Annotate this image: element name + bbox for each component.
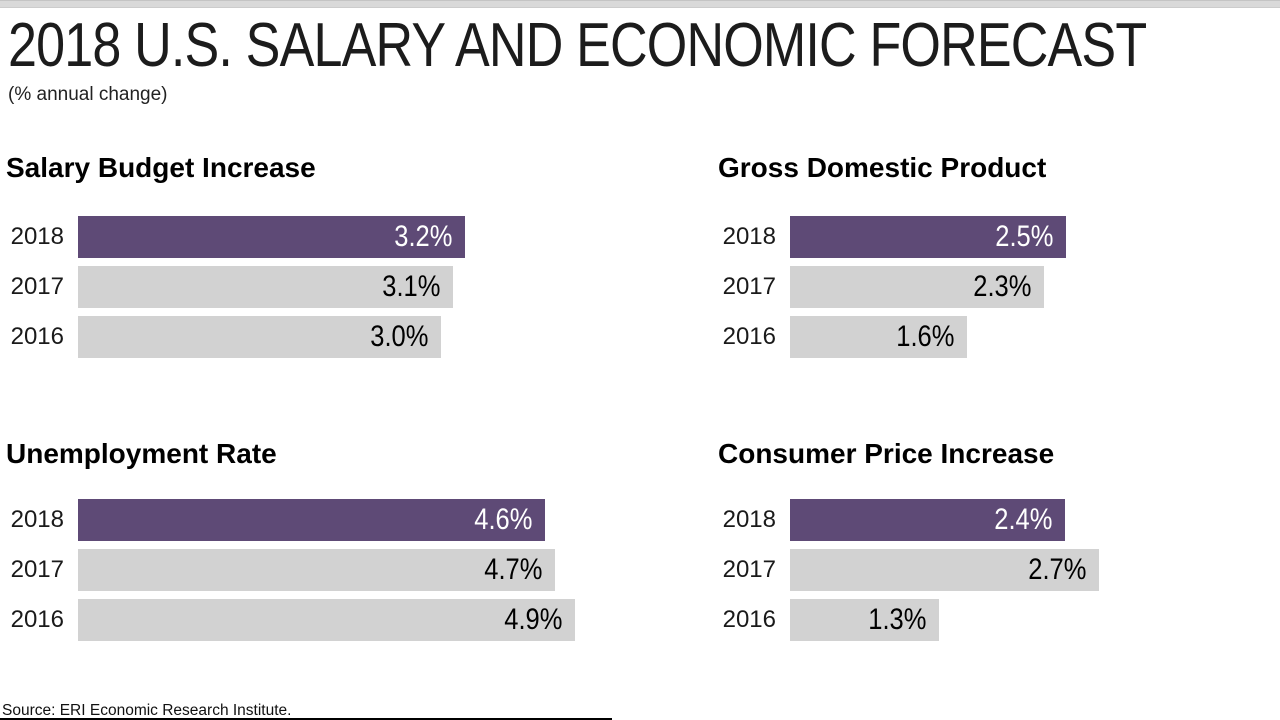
bar-row: 2017 2.7% — [718, 549, 1099, 591]
bar-row: 2018 4.6% — [6, 499, 575, 541]
bar-row: 2016 1.6% — [718, 316, 1066, 358]
bar-value-label: 3.2% — [393, 220, 452, 253]
year-label: 2018 — [722, 506, 776, 533]
top-strip — [0, 0, 1280, 8]
bottom-border — [0, 718, 612, 720]
bar-value-label: 3.0% — [369, 320, 428, 353]
bar: 1.6% — [790, 316, 967, 358]
panel-title: Unemployment Rate — [6, 438, 277, 469]
year-label: 2017 — [10, 556, 64, 583]
bar-row: 2017 4.7% — [6, 549, 575, 591]
bar-highlight: 2.5% — [790, 216, 1066, 258]
page-title: 2018 U.S. SALARY AND ECONOMIC FORECAST — [8, 11, 1147, 80]
year-label: 2018 — [10, 223, 64, 250]
year-label: 2018 — [722, 223, 776, 250]
panel-title: Salary Budget Increase — [6, 152, 316, 183]
bar-value-label: 2.7% — [1027, 553, 1086, 586]
bar-group: 2018 2.5% 2017 2.3% 2016 1.6% — [718, 216, 1066, 358]
bar: 3.1% — [78, 266, 453, 308]
page-subtitle: (% annual change) — [8, 84, 168, 105]
bar-row: 2016 3.0% — [6, 316, 465, 358]
bar-value-label: 2.3% — [972, 270, 1031, 303]
bar-highlight: 3.2% — [78, 216, 465, 258]
year-label: 2016 — [10, 323, 64, 350]
bar-row: 2016 1.3% — [718, 599, 1099, 641]
bar: 2.7% — [790, 549, 1099, 591]
bar: 4.7% — [78, 549, 555, 591]
chart-panel-unemployment-rate: Unemployment Rate 2018 4.6% 2017 4.7% 2016 4.… — [6, 438, 575, 649]
bar-value-label: 3.1% — [381, 270, 440, 303]
year-label: 2017 — [722, 273, 776, 300]
bar: 4.9% — [78, 599, 575, 641]
bar-value-label: 1.6% — [895, 320, 954, 353]
chart-panel-consumer-price-increase: Consumer Price Increase 2018 2.4% 2017 2.7%… — [718, 438, 1099, 649]
year-label: 2016 — [722, 606, 776, 633]
bar-value-label: 4.6% — [473, 503, 532, 536]
year-label: 2016 — [722, 323, 776, 350]
bar-row: 2017 3.1% — [6, 266, 465, 308]
bar-group: 2018 4.6% 2017 4.7% 2016 4.9% — [6, 499, 575, 641]
year-label: 2017 — [722, 556, 776, 583]
bar: 2.3% — [790, 266, 1044, 308]
bar-row: 2016 4.9% — [6, 599, 575, 641]
bar-group: 2018 3.2% 2017 3.1% 2016 3.0% — [6, 216, 465, 358]
bar-row: 2017 2.3% — [718, 266, 1066, 308]
bar-highlight: 2.4% — [790, 499, 1065, 541]
bar-row: 2018 2.5% — [718, 216, 1066, 258]
source-note: Source: ERI Economic Research Institute. — [2, 702, 292, 719]
year-label: 2018 — [10, 506, 64, 533]
bar-row: 2018 2.4% — [718, 499, 1099, 541]
chart-panel-gross-domestic-product: Gross Domestic Product 2018 2.5% 2017 2.3% 2… — [718, 152, 1066, 366]
bar: 3.0% — [78, 316, 441, 358]
panel-title: Gross Domestic Product — [718, 152, 1047, 183]
year-label: 2017 — [10, 273, 64, 300]
bar-value-label: 1.3% — [867, 603, 926, 636]
panel-title: Consumer Price Increase — [718, 438, 1055, 469]
bar-group: 2018 2.4% 2017 2.7% 2016 1.3% — [718, 499, 1099, 641]
bar-value-label: 2.5% — [994, 220, 1053, 253]
bar-value-label: 2.4% — [993, 503, 1052, 536]
year-label: 2016 — [10, 606, 64, 633]
bar-value-label: 4.9% — [503, 603, 562, 636]
bar-row: 2018 3.2% — [6, 216, 465, 258]
bar: 1.3% — [790, 599, 939, 641]
bar-value-label: 4.7% — [483, 553, 542, 586]
chart-panel-salary-budget-increase: Salary Budget Increase 2018 3.2% 2017 3.1% 2… — [6, 152, 465, 366]
bar-highlight: 4.6% — [78, 499, 545, 541]
